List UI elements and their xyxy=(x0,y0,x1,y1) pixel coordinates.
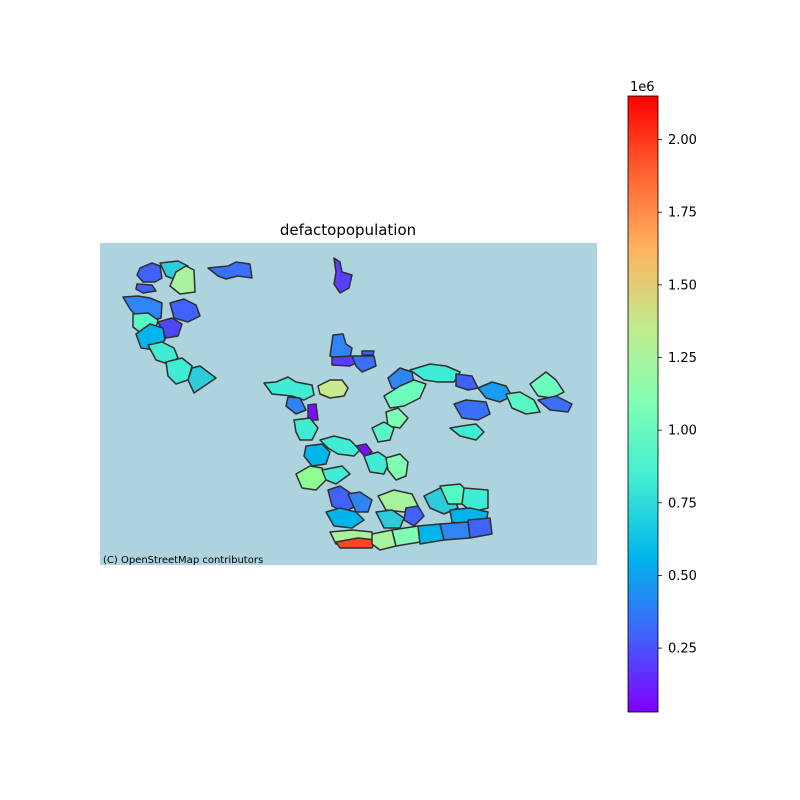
region xyxy=(169,265,196,295)
region xyxy=(321,465,351,485)
region xyxy=(439,521,471,541)
region xyxy=(325,507,365,529)
map-attribution: (C) OpenStreetMap contributors xyxy=(103,555,263,566)
region xyxy=(285,396,307,415)
colorbar-exponent-label: 1e6 xyxy=(630,80,655,95)
colorbar-tick-label: 2.00 xyxy=(668,133,697,148)
colorbar-gradient xyxy=(627,95,659,713)
region xyxy=(303,443,331,467)
region xyxy=(449,423,485,441)
region xyxy=(136,262,163,283)
region xyxy=(375,509,405,529)
region xyxy=(331,355,359,367)
colorbar-ticks: 0.25 0.50 0.75 1.00 1.25 1.50 1.75 2.00 xyxy=(658,133,697,657)
region xyxy=(453,399,491,421)
region xyxy=(371,421,395,443)
region xyxy=(403,505,425,527)
colorbar-tick-label: 0.50 xyxy=(668,569,697,584)
region xyxy=(347,491,373,513)
colorbar-tick-label: 1.25 xyxy=(668,351,697,366)
region xyxy=(207,261,253,280)
region xyxy=(537,395,573,413)
region xyxy=(351,355,377,373)
region xyxy=(319,435,361,457)
region xyxy=(529,371,565,399)
region xyxy=(307,403,319,421)
map-title: defactopopulation xyxy=(280,221,416,239)
region xyxy=(385,453,409,481)
region xyxy=(455,373,479,391)
colorbar-tick-label: 1.75 xyxy=(668,206,697,221)
region xyxy=(391,525,421,547)
region xyxy=(293,417,319,441)
region xyxy=(147,341,179,365)
colorbar-tick-label: 0.75 xyxy=(668,496,697,511)
region xyxy=(317,379,349,399)
region xyxy=(169,298,201,323)
region xyxy=(505,391,541,415)
region xyxy=(263,376,315,401)
colorbar-tick-label: 1.50 xyxy=(668,278,697,293)
region xyxy=(371,529,397,551)
region-polygons xyxy=(122,257,573,551)
colorbar-tick-label: 1.00 xyxy=(668,424,697,439)
region xyxy=(467,517,493,539)
region xyxy=(383,379,427,409)
region xyxy=(333,257,353,294)
region xyxy=(361,350,375,356)
colorbar-tick-label: 0.25 xyxy=(668,642,697,657)
region xyxy=(187,365,217,394)
colorbar: 1e6 0.25 0.50 0.75 1.00 1.25 1.50 1.75 2.00 xyxy=(627,80,697,713)
region xyxy=(135,283,157,294)
